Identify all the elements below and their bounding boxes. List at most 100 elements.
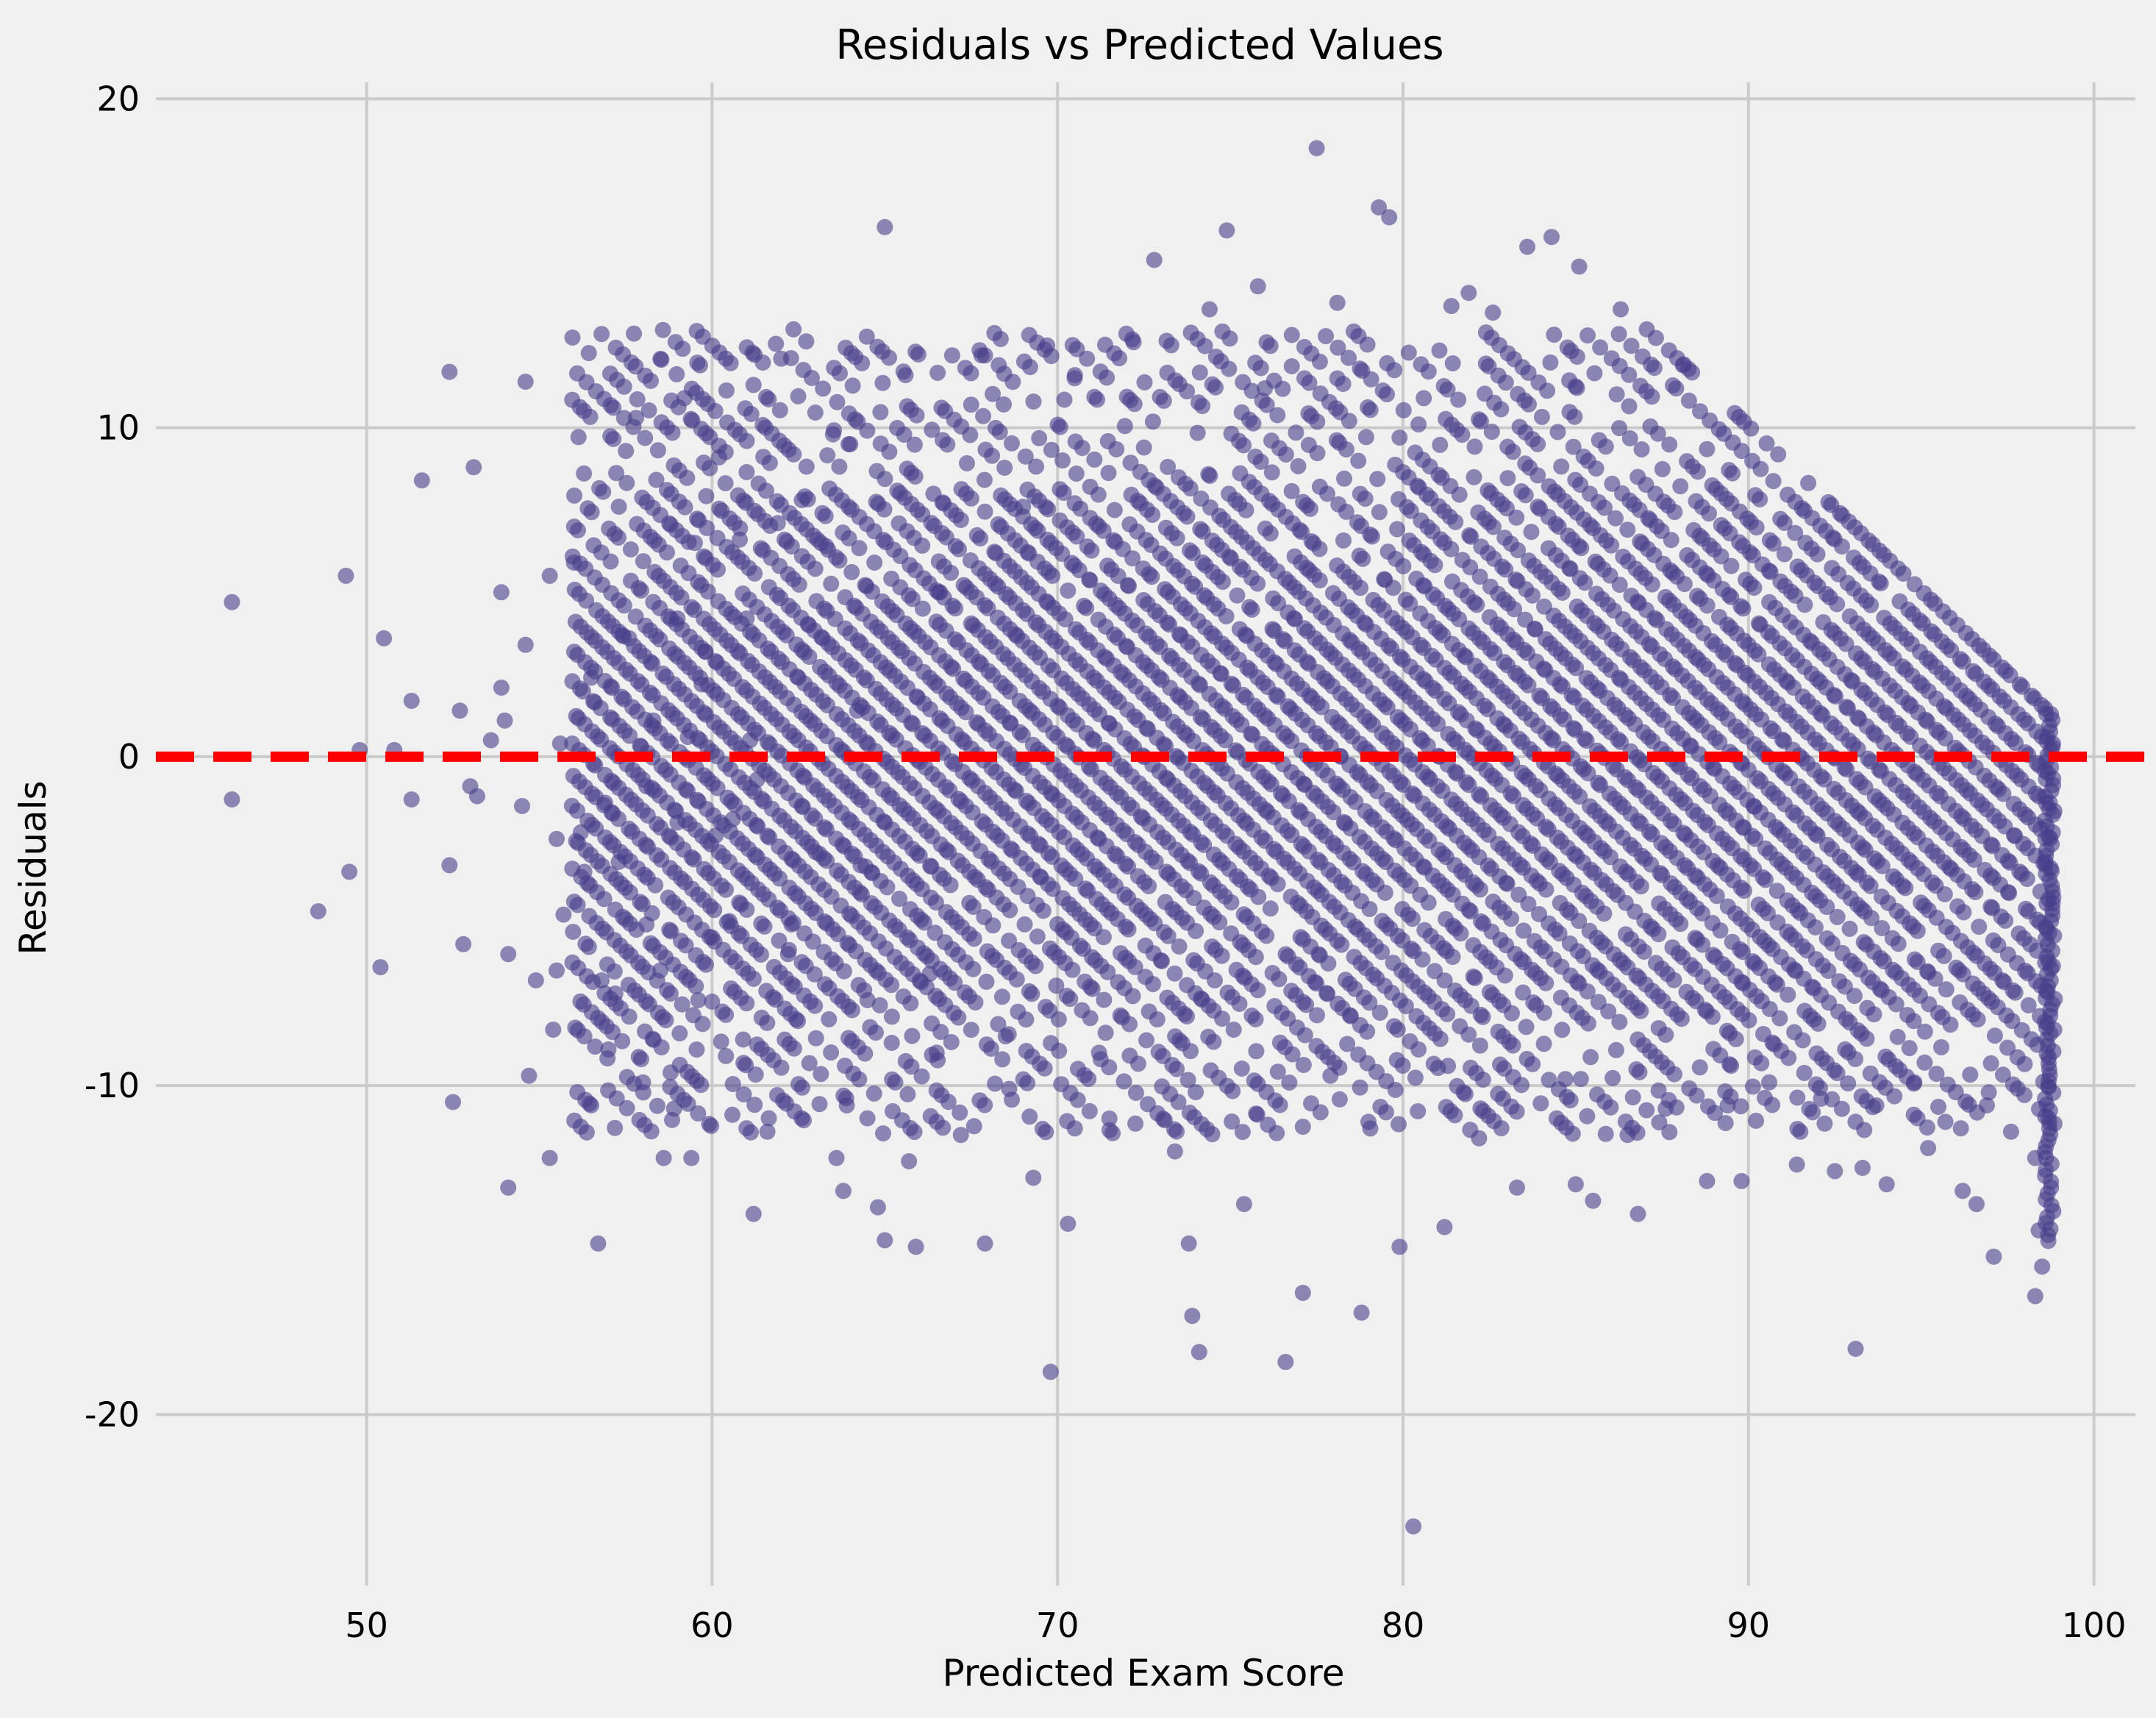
data-point bbox=[854, 354, 871, 371]
data-point bbox=[1654, 460, 1671, 477]
data-point bbox=[649, 1097, 665, 1114]
data-point bbox=[1262, 525, 1279, 542]
data-point bbox=[1689, 463, 1706, 480]
data-point bbox=[1281, 1074, 1298, 1091]
data-point bbox=[2030, 1222, 2047, 1238]
data-point bbox=[1362, 402, 1379, 418]
x-tick-label: 80 bbox=[1382, 1605, 1425, 1645]
data-point bbox=[1313, 699, 1330, 716]
data-point bbox=[679, 1095, 696, 1112]
data-point bbox=[1451, 486, 1468, 503]
data-point bbox=[1608, 386, 1625, 403]
data-point bbox=[1120, 921, 1137, 938]
data-point bbox=[1136, 374, 1153, 391]
data-point bbox=[527, 972, 544, 988]
data-point bbox=[746, 1097, 763, 1113]
data-point bbox=[1933, 1038, 1949, 1055]
data-point bbox=[963, 396, 979, 413]
data-point bbox=[341, 863, 358, 880]
data-point bbox=[1166, 1143, 1183, 1160]
data-point bbox=[838, 1097, 855, 1113]
data-point bbox=[965, 960, 982, 977]
data-point bbox=[1717, 1115, 1734, 1131]
data-point bbox=[615, 597, 632, 614]
data-point bbox=[828, 1150, 845, 1166]
data-point bbox=[224, 791, 240, 808]
data-point bbox=[760, 391, 777, 407]
data-point bbox=[621, 630, 638, 646]
data-point bbox=[1499, 470, 1516, 487]
data-point bbox=[618, 474, 635, 491]
data-point bbox=[1056, 391, 1073, 408]
data-point bbox=[1221, 330, 1238, 347]
data-point bbox=[1443, 298, 1460, 315]
data-point bbox=[976, 471, 993, 488]
data-point bbox=[1466, 438, 1483, 455]
data-point bbox=[583, 1097, 599, 1113]
data-point bbox=[1597, 438, 1614, 455]
data-point bbox=[576, 1028, 593, 1045]
data-point bbox=[1410, 1103, 1427, 1119]
data-point bbox=[1758, 435, 1775, 452]
data-point bbox=[1788, 1156, 1805, 1173]
data-point bbox=[1603, 537, 1620, 554]
data-point bbox=[1818, 899, 1835, 916]
data-point bbox=[1613, 301, 1629, 318]
data-point bbox=[869, 1199, 886, 1216]
data-point bbox=[1168, 1061, 1185, 1077]
data-point bbox=[1353, 1304, 1370, 1321]
data-point bbox=[1091, 1044, 1107, 1061]
data-point bbox=[224, 594, 240, 610]
data-point bbox=[1016, 916, 1033, 933]
data-point bbox=[1381, 209, 1398, 226]
data-point bbox=[1439, 1006, 1456, 1022]
data-point bbox=[773, 350, 790, 367]
data-point bbox=[2016, 1086, 2032, 1103]
data-point bbox=[1816, 1115, 1833, 1132]
data-point bbox=[545, 1022, 562, 1038]
data-point bbox=[1770, 446, 1787, 463]
data-point bbox=[1955, 904, 1972, 921]
data-point bbox=[618, 1099, 635, 1116]
data-point bbox=[1789, 1089, 1806, 1106]
data-point bbox=[1444, 949, 1461, 966]
data-point bbox=[569, 802, 585, 819]
data-point bbox=[1889, 1028, 1906, 1045]
data-point bbox=[773, 1059, 790, 1076]
data-point bbox=[1928, 1066, 1945, 1083]
data-point bbox=[574, 683, 591, 700]
data-point bbox=[1753, 1055, 1770, 1072]
data-point bbox=[1771, 1010, 1788, 1027]
data-point bbox=[1283, 358, 1300, 374]
data-point bbox=[1331, 1091, 1348, 1108]
data-point bbox=[738, 610, 755, 627]
data-point bbox=[1333, 936, 1350, 953]
data-point bbox=[671, 1025, 688, 1042]
data-point bbox=[1290, 457, 1307, 474]
data-point bbox=[549, 962, 565, 979]
data-point bbox=[1335, 376, 1352, 392]
data-point bbox=[1579, 765, 1596, 782]
data-point bbox=[1262, 338, 1279, 354]
data-point bbox=[1463, 528, 1479, 545]
data-point bbox=[1211, 914, 1228, 931]
data-point bbox=[864, 583, 880, 600]
data-point bbox=[1733, 443, 1750, 460]
data-point bbox=[1568, 660, 1585, 677]
data-point bbox=[1607, 1041, 1624, 1058]
data-point bbox=[583, 504, 600, 521]
data-point bbox=[621, 1008, 638, 1025]
data-point bbox=[759, 1014, 776, 1031]
data-point bbox=[605, 399, 622, 416]
data-point bbox=[1672, 478, 1689, 495]
data-point bbox=[1318, 328, 1334, 345]
data-point bbox=[785, 321, 802, 338]
data-point bbox=[677, 937, 694, 954]
data-point bbox=[602, 553, 619, 570]
data-point bbox=[1579, 327, 1596, 344]
data-point bbox=[807, 844, 824, 860]
data-point bbox=[441, 857, 458, 874]
data-point bbox=[1827, 688, 1844, 705]
data-point bbox=[664, 424, 681, 441]
